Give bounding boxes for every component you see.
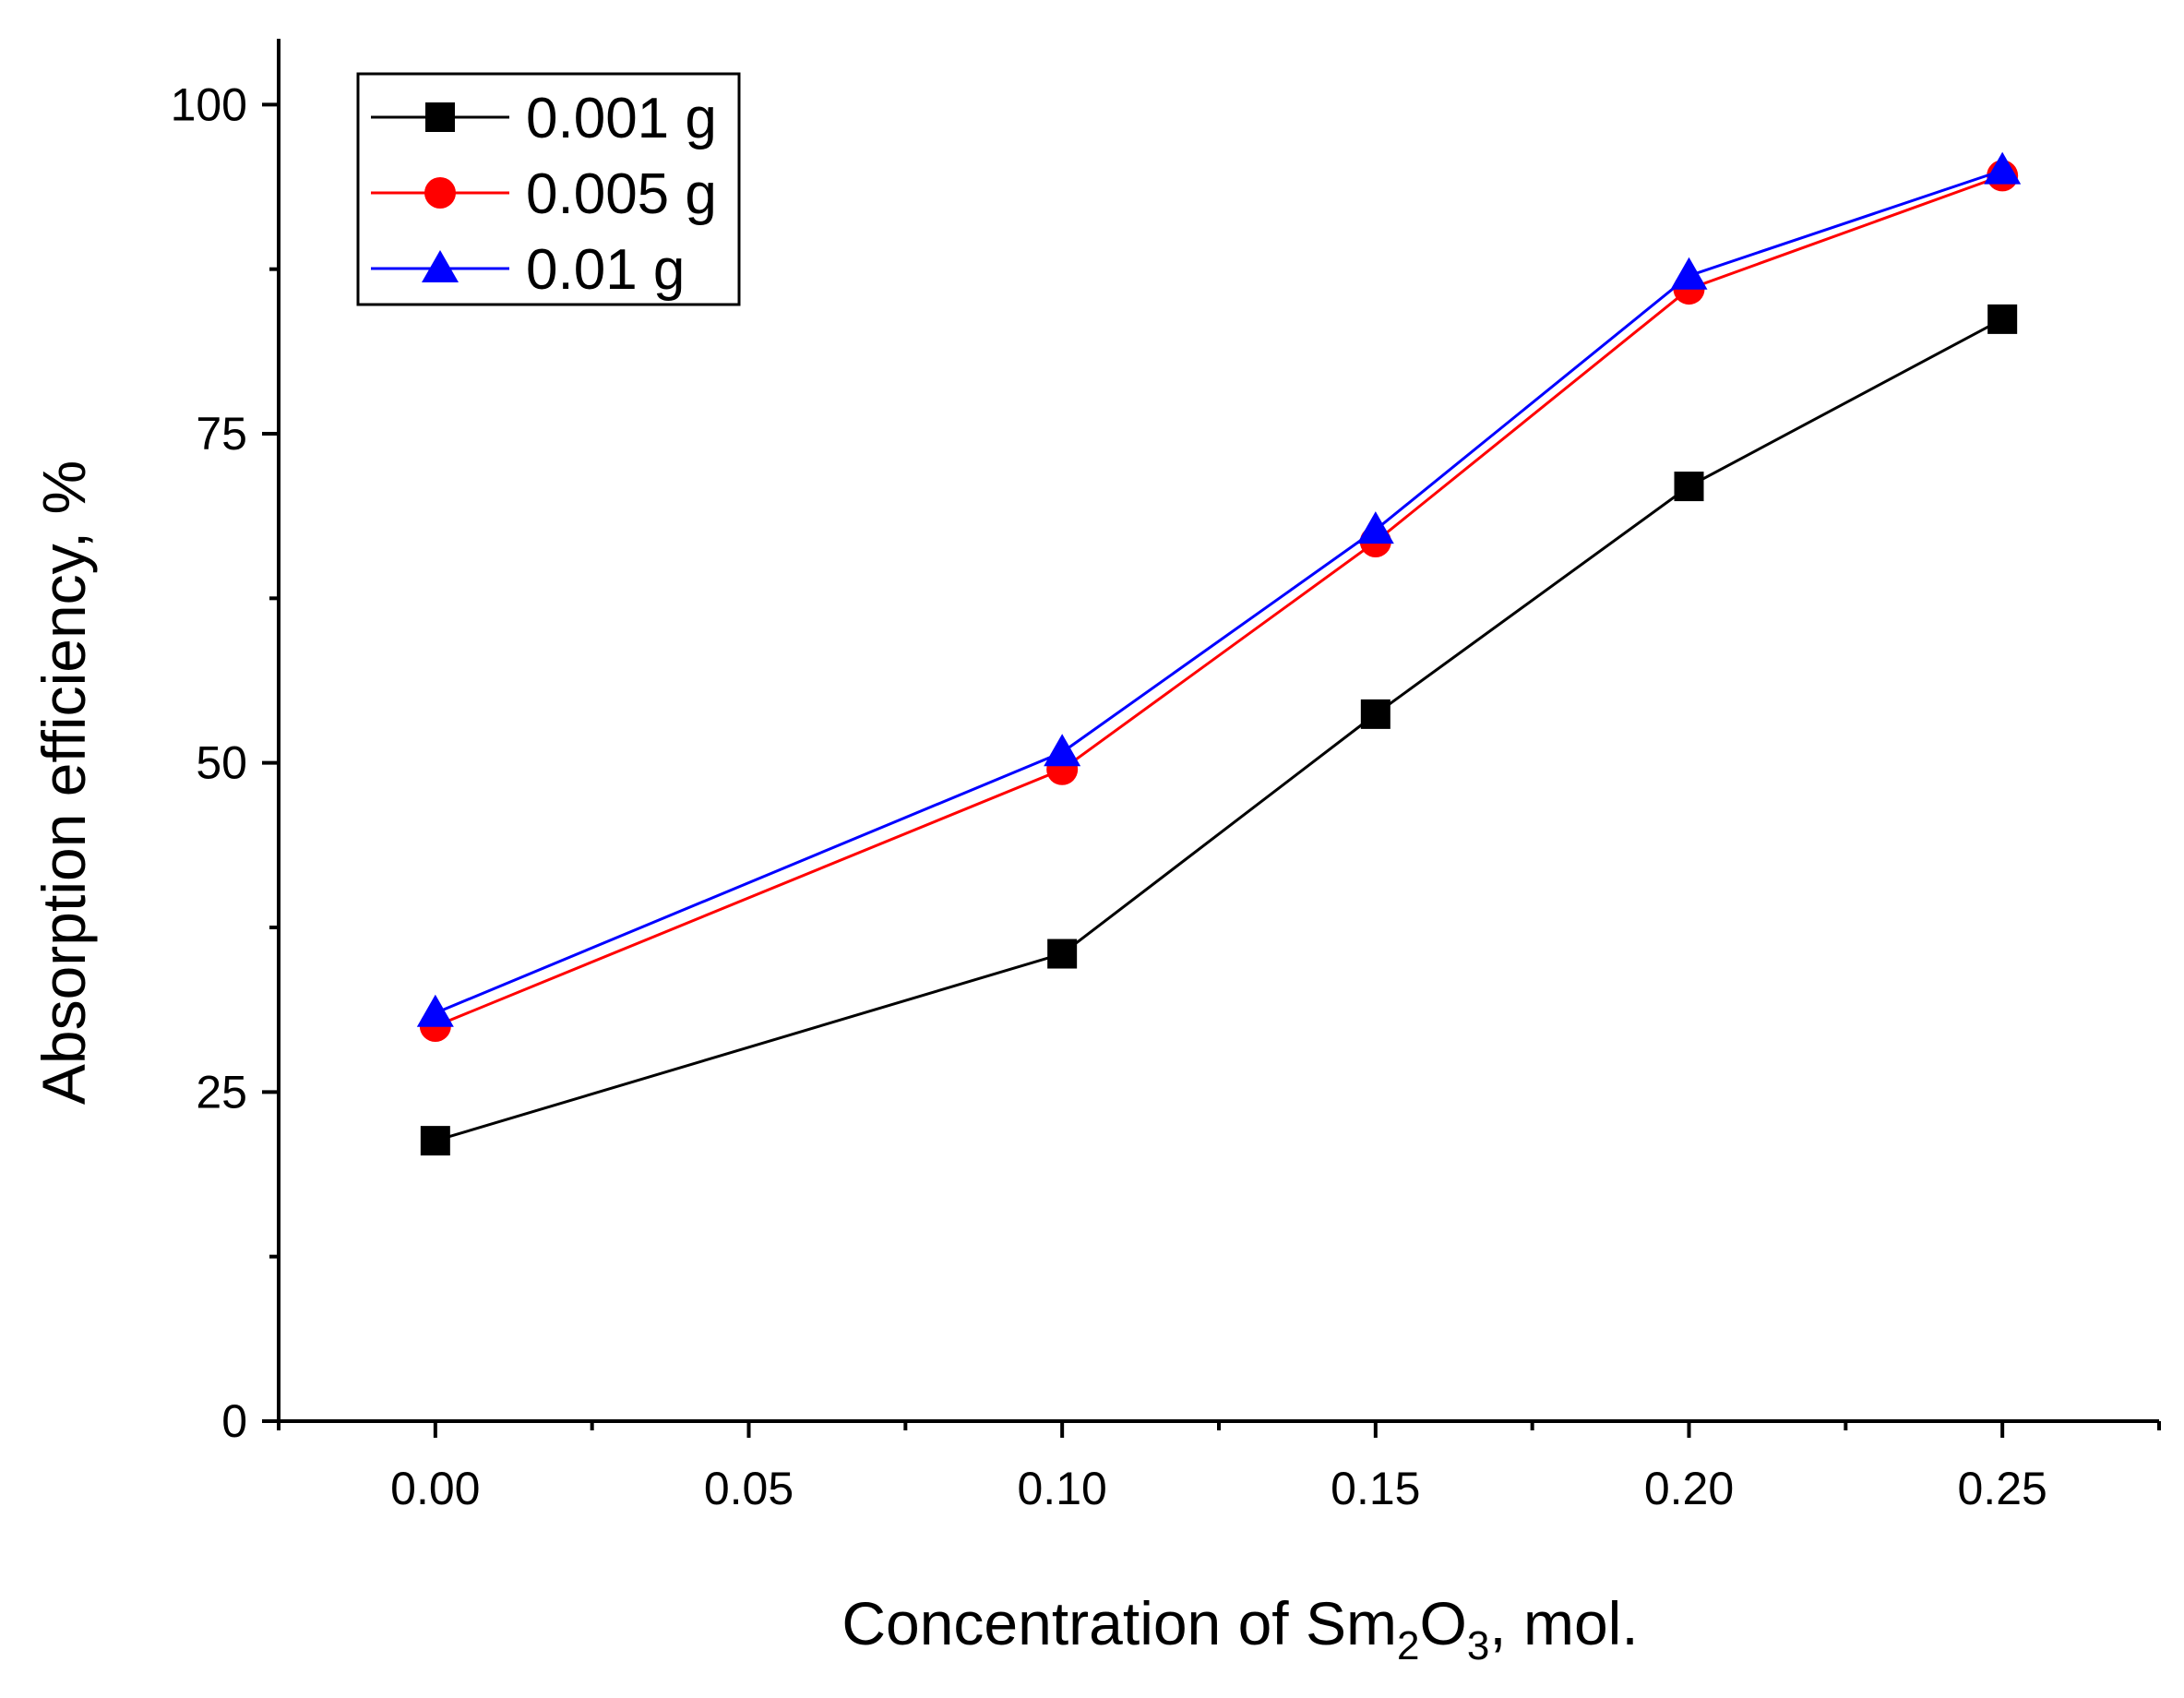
legend: 0.001 g 0.005 g 0.01 g	[356, 72, 741, 306]
y-tick-label: 100	[171, 78, 247, 130]
data-point	[1360, 699, 1390, 729]
data-point	[1356, 511, 1394, 544]
y-tick-label: 50	[196, 737, 247, 789]
data-point	[1984, 151, 2022, 185]
series-3	[416, 151, 2022, 1027]
x-tick-label: 0.00	[390, 1463, 480, 1514]
data-point	[420, 1126, 450, 1156]
data-point	[1047, 939, 1078, 969]
x-tick-label: 0.20	[1644, 1463, 1734, 1514]
legend-marker	[425, 102, 455, 132]
data-point	[1987, 304, 2018, 334]
legend-marker	[422, 250, 459, 282]
x-tick-label: 0.05	[704, 1463, 794, 1514]
y-tick-label: 75	[196, 408, 247, 460]
data-point	[1044, 734, 1081, 767]
x-tick-label: 0.25	[1958, 1463, 2047, 1514]
x-tick-label: 0.15	[1331, 1463, 1420, 1514]
legend-label: 0.001 g	[526, 87, 717, 150]
y-tick-label: 25	[196, 1066, 247, 1118]
series-line	[435, 317, 2003, 1142]
legend-box	[356, 72, 741, 306]
y-tick-label: 0	[221, 1395, 247, 1447]
legend-label: 0.005 g	[526, 162, 717, 226]
legend-label: 0.01 g	[526, 238, 685, 302]
data-point	[416, 994, 454, 1027]
x-axis-title: Concentration of Sm2O3, mol.	[841, 1589, 1638, 1668]
series-layer	[416, 151, 2022, 1156]
data-point	[1674, 472, 1704, 502]
axes: 0 25 50 75 100 0.00 0.05 0.10 0.15 0.20 0.25	[171, 39, 2161, 1514]
data-point	[1670, 257, 1708, 290]
series-1	[420, 304, 2018, 1156]
y-axis-title: Absorption efficiency, %	[30, 460, 98, 1105]
legend-marker	[424, 177, 456, 209]
x-tick-label: 0.10	[1018, 1463, 1107, 1514]
